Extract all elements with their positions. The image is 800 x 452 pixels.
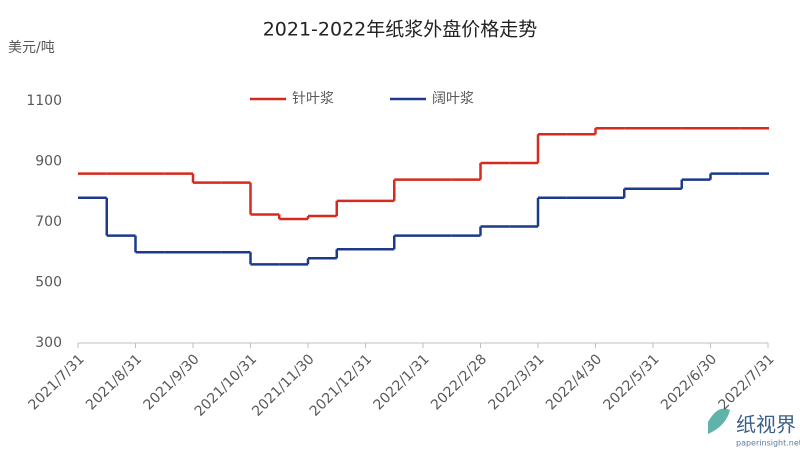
x-tick-label: 2022/6/30	[658, 351, 720, 413]
y-tick-label: 700	[35, 214, 62, 230]
x-tick-label: 2022/7/31	[716, 351, 778, 413]
x-tick-label: 2021/8/31	[83, 351, 145, 413]
x-tick-label: 2021/9/30	[141, 351, 203, 413]
watermark-site: paperinsight.net	[736, 439, 800, 448]
watermark: 纸视界 paperinsight.net	[708, 408, 800, 448]
x-tick-label: 2022/1/31	[371, 351, 433, 413]
y-tick-label: 900	[35, 154, 62, 170]
x-tick-label: 2022/4/30	[543, 351, 605, 413]
watermark-name: 纸视界	[736, 413, 796, 437]
x-tick-label: 2022/2/28	[428, 351, 490, 413]
legend-label: 针叶浆	[292, 91, 334, 107]
chart-title: 2021-2022年纸浆外盘价格走势	[263, 19, 538, 41]
x-tick-label: 2022/5/31	[601, 351, 663, 413]
y-tick-label: 1100	[26, 93, 62, 109]
y-tick-label: 500	[35, 275, 62, 291]
x-tick-label: 2021/7/31	[26, 351, 88, 413]
watermark-icon	[708, 408, 730, 434]
y-tick-label: 300	[35, 335, 62, 351]
x-tick-label: 2022/3/31	[486, 351, 548, 413]
legend-label: 阔叶浆	[432, 91, 474, 107]
y-axis-label: 美元/吨	[8, 40, 55, 56]
x-tick-label: 2021/12/31	[307, 351, 375, 419]
